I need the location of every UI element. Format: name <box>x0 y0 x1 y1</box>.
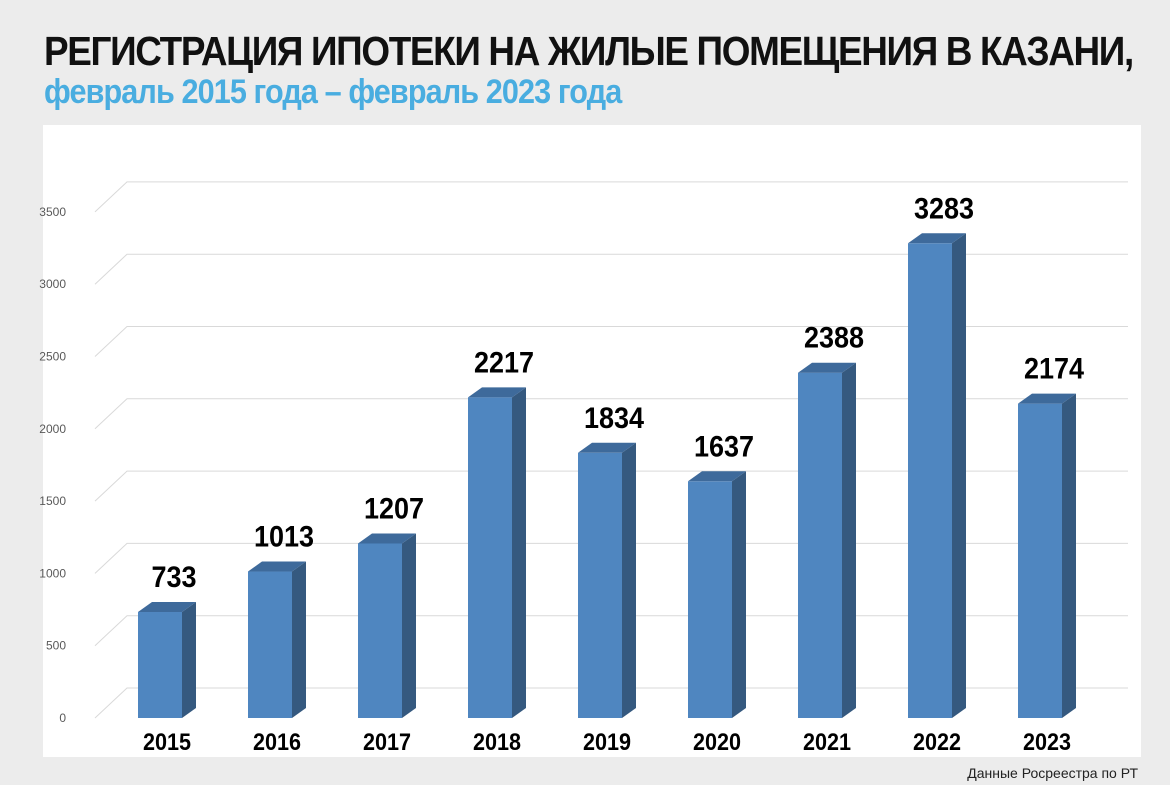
y-tick-label: 3500 <box>39 205 66 219</box>
data-label: 2217 <box>474 346 534 380</box>
bar-side <box>512 387 526 718</box>
gridline <box>94 687 1128 719</box>
gridline <box>94 470 1128 502</box>
gridline <box>94 181 1128 213</box>
x-tick-label: 2021 <box>803 728 851 755</box>
bar <box>908 243 952 718</box>
x-tick-label: 2018 <box>473 728 521 755</box>
data-label: 1637 <box>694 430 754 464</box>
x-tick-label: 2020 <box>693 728 741 755</box>
bar-side <box>842 362 856 718</box>
bar-top <box>908 233 966 244</box>
data-label: 2174 <box>1024 352 1084 386</box>
y-tick-label: 0 <box>59 711 66 725</box>
x-tick-label: 2022 <box>913 728 961 755</box>
bar-top <box>138 602 196 613</box>
data-label: 1834 <box>584 402 644 436</box>
bar-side <box>952 233 966 718</box>
x-tick-label: 2017 <box>363 728 411 755</box>
x-tick-label: 2016 <box>253 728 301 755</box>
bar <box>578 452 622 718</box>
chart-title: РЕГИСТРАЦИЯ ИПОТЕКИ НА ЖИЛЫЕ ПОМЕЩЕНИЯ В… <box>44 28 1134 74</box>
gridline <box>94 398 1128 430</box>
bar <box>688 481 732 718</box>
y-tick-label: 2000 <box>39 422 66 436</box>
chart-subtitle: февраль 2015 года – февраль 2023 года <box>44 73 622 111</box>
x-tick-label: 2019 <box>583 728 631 755</box>
bar <box>358 543 402 718</box>
bar-side <box>732 471 746 718</box>
bar-side <box>1062 393 1076 718</box>
bar <box>248 571 292 718</box>
gridline <box>94 253 1128 285</box>
y-tick-label: 1000 <box>39 566 66 580</box>
y-tick-label: 2500 <box>39 350 66 364</box>
y-tick-label: 1500 <box>39 494 66 508</box>
bar <box>798 372 842 718</box>
data-label: 3283 <box>914 192 974 226</box>
y-tick-label: 3000 <box>39 277 66 291</box>
bar-top <box>248 561 306 572</box>
bar-top <box>798 362 856 373</box>
bar <box>138 612 182 718</box>
data-label: 1207 <box>364 492 424 526</box>
bar-top <box>688 471 746 482</box>
gridline <box>94 326 1128 357</box>
gridline <box>94 542 1128 574</box>
bar-top <box>578 442 636 453</box>
bar-side <box>402 533 416 718</box>
bar-top <box>358 533 416 544</box>
data-label: 2388 <box>804 321 864 355</box>
bar-top <box>468 387 526 398</box>
data-source-note: Данные Росреестра по РТ <box>967 765 1138 781</box>
bar <box>1018 403 1062 718</box>
bar-top <box>1018 393 1076 404</box>
bar-side <box>182 602 196 718</box>
bar-side <box>622 442 636 718</box>
data-label: 1013 <box>254 520 314 554</box>
gridline <box>94 615 1128 647</box>
x-tick-label: 2023 <box>1023 728 1071 755</box>
bar-side <box>292 561 306 718</box>
bar <box>468 397 512 718</box>
data-label: 733 <box>151 561 196 595</box>
x-tick-label: 2015 <box>143 728 191 755</box>
y-tick-label: 500 <box>46 639 66 653</box>
